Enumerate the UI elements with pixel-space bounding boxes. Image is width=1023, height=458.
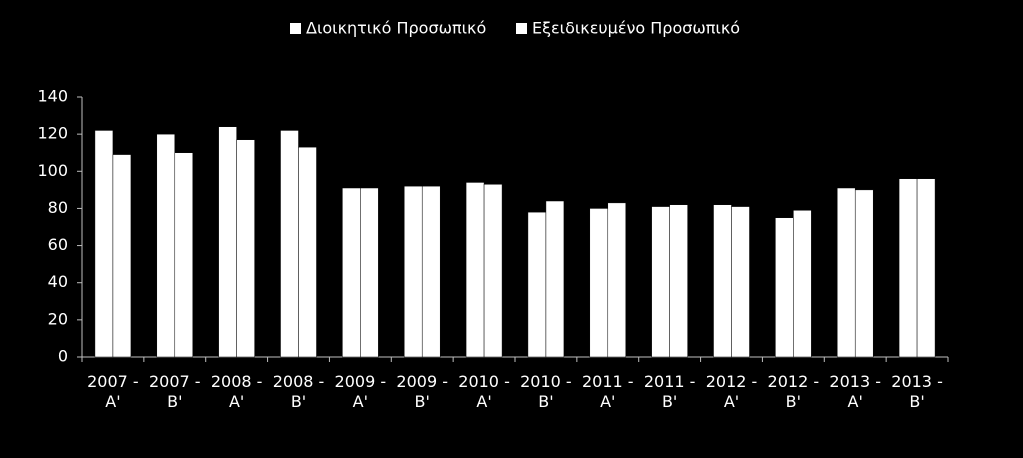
bar — [775, 217, 794, 358]
bar — [218, 126, 237, 358]
legend-swatch — [516, 23, 527, 34]
bar — [465, 182, 485, 358]
y-tick-label: 80 — [48, 198, 68, 217]
x-tick-label: 2009 - A' — [334, 372, 387, 411]
y-tick-label: 100 — [37, 161, 68, 180]
x-tick-label: 2007 - B' — [148, 372, 201, 411]
bar — [421, 185, 441, 358]
y-tick-label: 20 — [48, 309, 68, 328]
x-tick-label: 2012 - B' — [767, 372, 820, 411]
y-tick-label: 0 — [58, 347, 68, 366]
bar — [669, 204, 688, 358]
x-tick-label: 2011 - A' — [581, 372, 634, 411]
x-tick-label: 2011 - B' — [643, 372, 696, 411]
bar — [527, 211, 547, 358]
bar — [916, 178, 936, 358]
bar — [651, 206, 670, 358]
bar — [836, 187, 856, 358]
legend-label: Διοικητικό Προσωπικό — [306, 19, 486, 38]
bar — [483, 184, 503, 358]
bar — [112, 154, 132, 358]
y-tick-label: 40 — [48, 272, 68, 291]
x-tick-label: 2008 - B' — [272, 372, 325, 411]
legend-swatch — [290, 23, 301, 34]
bar — [156, 133, 176, 358]
x-tick-label: 2013 - B' — [891, 372, 943, 411]
bar — [854, 189, 874, 358]
x-tick-label: 2009 - B' — [396, 372, 448, 411]
bar — [360, 187, 379, 358]
bar — [342, 187, 361, 358]
bar — [607, 202, 627, 358]
x-tick-label: 2012 - A' — [705, 372, 758, 411]
y-tick-label: 60 — [48, 235, 68, 254]
x-tick-label: 2007 - A' — [87, 372, 139, 411]
y-tick-label: 120 — [37, 124, 68, 143]
bar — [174, 152, 194, 358]
bar — [403, 185, 423, 358]
bar — [298, 146, 317, 358]
bar — [280, 130, 299, 358]
bar — [94, 130, 114, 358]
bar — [898, 178, 918, 358]
bar — [713, 204, 732, 358]
bar — [793, 210, 812, 358]
bar — [236, 139, 255, 358]
legend-label: Εξειδικευμένο Προσωπικό — [532, 19, 740, 38]
x-tick-label: 2013 - A' — [829, 372, 881, 411]
bar — [589, 208, 609, 358]
x-tick-label: 2008 - A' — [210, 372, 263, 411]
y-tick-label: 140 — [37, 87, 68, 106]
bar — [731, 206, 750, 358]
x-tick-label: 2010 - A' — [458, 372, 510, 411]
bar — [545, 200, 565, 358]
x-tick-label: 2010 - B' — [520, 372, 572, 411]
